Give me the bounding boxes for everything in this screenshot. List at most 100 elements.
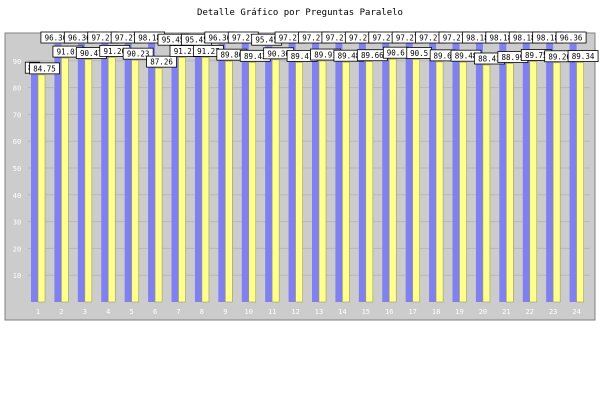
y-tick-label: 90 xyxy=(13,58,21,66)
bar-s2-20 xyxy=(482,64,491,303)
bar-s2-4 xyxy=(107,57,116,303)
bar-s1-17 xyxy=(405,41,413,302)
data-label-box xyxy=(122,47,154,60)
x-tick-label: 3 xyxy=(83,308,87,316)
data-label: 95.45 xyxy=(185,36,208,45)
bar-s2-18 xyxy=(435,61,444,303)
bar-s1-16 xyxy=(382,41,390,302)
data-label: 96.36 xyxy=(209,34,232,43)
bar-s1-20 xyxy=(475,38,483,303)
data-label: 97.27 xyxy=(372,34,395,43)
x-tick-label: 1 xyxy=(36,308,40,316)
data-label-box xyxy=(146,55,177,68)
y-tick-label: 30 xyxy=(13,219,21,227)
bar-s1-23 xyxy=(546,38,554,303)
data-label: 98.18 xyxy=(536,34,559,43)
x-tick-label: 10 xyxy=(245,308,253,316)
data-label-box xyxy=(567,50,599,62)
y-tick-label: 70 xyxy=(13,111,21,119)
data-label: 97.27 xyxy=(443,34,466,43)
data-label: 96.36 xyxy=(45,34,68,43)
data-label: 89.48 xyxy=(455,52,478,61)
x-tick-label: 9 xyxy=(223,308,227,316)
data-label: 88.99 xyxy=(502,53,525,62)
data-label: 90.47 xyxy=(80,49,103,58)
x-tick-label: 13 xyxy=(315,308,323,316)
data-label: 89.86 xyxy=(221,51,244,60)
x-tick-label: 16 xyxy=(385,308,393,316)
bar-s1-12 xyxy=(288,41,296,302)
bar-s2-2 xyxy=(61,57,69,303)
data-label: 84.75 xyxy=(33,64,56,73)
bar-s1-8 xyxy=(194,46,202,302)
bar-s1-4 xyxy=(101,41,109,302)
data-label: 89.48 xyxy=(338,52,361,61)
data-label: 97.27 xyxy=(115,34,138,43)
data-label: 97.27 xyxy=(326,34,349,43)
data-label: 98.18 xyxy=(138,34,161,43)
bar-s1-10 xyxy=(241,41,249,302)
y-tick-label: 50 xyxy=(13,165,21,173)
data-label: 97.27 xyxy=(349,34,372,43)
bar-s1-15 xyxy=(358,41,366,302)
data-label: 97.27 xyxy=(91,34,114,43)
bar-s2-17 xyxy=(412,59,420,303)
x-tick-label: 11 xyxy=(268,308,276,316)
bar-s2-24 xyxy=(576,62,584,303)
data-label: 96.36 xyxy=(68,34,91,43)
data-label: 95.45 xyxy=(162,36,185,45)
bar-s1-5 xyxy=(124,41,132,302)
x-tick-label: 24 xyxy=(572,308,580,316)
bar-s2-7 xyxy=(178,57,186,303)
y-tick-label: 60 xyxy=(13,138,21,146)
x-tick-label: 20 xyxy=(479,308,487,316)
bar-s2-16 xyxy=(388,58,397,303)
x-tick-label: 8 xyxy=(200,308,204,316)
data-label: 89.26 xyxy=(548,52,571,61)
data-label: 97.27 xyxy=(232,34,255,43)
y-tick-label: 10 xyxy=(13,272,21,280)
bar-s2-22 xyxy=(529,61,538,303)
x-tick-label: 5 xyxy=(130,308,134,316)
x-tick-label: 14 xyxy=(338,308,346,316)
x-tick-label: 7 xyxy=(176,308,180,316)
data-label: 96.36 xyxy=(560,34,583,43)
data-label-box xyxy=(555,31,587,44)
bar-s2-3 xyxy=(84,59,93,303)
data-label: 97.27 xyxy=(302,34,325,43)
bar-s2-23 xyxy=(552,62,561,303)
data-label: 89.91 xyxy=(314,51,337,60)
data-label: 89.66 xyxy=(361,51,384,60)
data-label: 98.18 xyxy=(466,34,489,43)
bar-s1-6 xyxy=(148,38,156,303)
bar-s1-9 xyxy=(218,43,226,303)
data-label: 90.6 xyxy=(387,49,406,58)
data-label: 98.18 xyxy=(490,34,513,43)
data-label: 91.01 xyxy=(57,48,80,57)
bar-s2-6 xyxy=(154,67,163,303)
bar-s2-19 xyxy=(459,61,467,303)
bar-s2-1 xyxy=(37,74,46,303)
data-label: 97.27 xyxy=(419,34,442,43)
bar-s1-24 xyxy=(569,43,577,303)
data-label: 95.45 xyxy=(255,36,278,45)
bar-s2-15 xyxy=(365,61,374,303)
data-label: 89.34 xyxy=(572,52,595,61)
bar-s1-2 xyxy=(54,43,62,303)
x-tick-label: 22 xyxy=(526,308,534,316)
bar-s2-13 xyxy=(318,60,327,303)
data-label: 88.43 xyxy=(478,55,501,64)
y-tick-label: 20 xyxy=(13,245,21,253)
y-tick-label: 40 xyxy=(13,192,21,200)
x-tick-label: 12 xyxy=(291,308,299,316)
data-label: 90.36 xyxy=(267,49,290,58)
data-label: 97.27 xyxy=(279,34,302,43)
data-label: 98.18 xyxy=(513,34,536,43)
bar-s1-21 xyxy=(499,38,507,303)
data-label: 90.5 xyxy=(410,49,428,58)
bar-s2-21 xyxy=(506,63,514,303)
data-label: 90.23 xyxy=(127,50,150,59)
bar-s1-19 xyxy=(452,41,460,302)
x-tick-label: 17 xyxy=(408,308,416,316)
